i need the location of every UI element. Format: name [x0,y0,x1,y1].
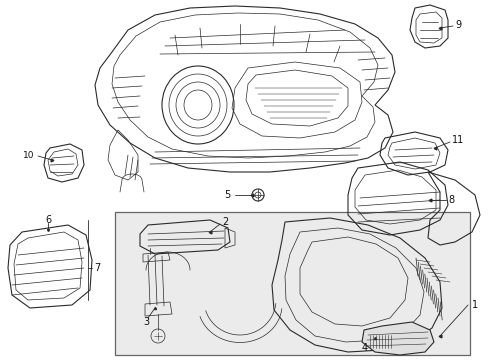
Polygon shape [362,322,434,355]
Text: 9: 9 [455,20,461,30]
Text: 4: 4 [362,343,368,353]
Text: 8: 8 [448,195,454,205]
Text: 10: 10 [23,150,34,159]
Text: 5: 5 [224,190,230,200]
Text: 11: 11 [452,135,464,145]
Text: 2: 2 [222,217,228,227]
Text: 3: 3 [143,317,149,327]
Text: 7: 7 [94,263,100,273]
Text: 6: 6 [45,215,51,225]
Text: 1: 1 [472,300,478,310]
Bar [115,212,470,355]
